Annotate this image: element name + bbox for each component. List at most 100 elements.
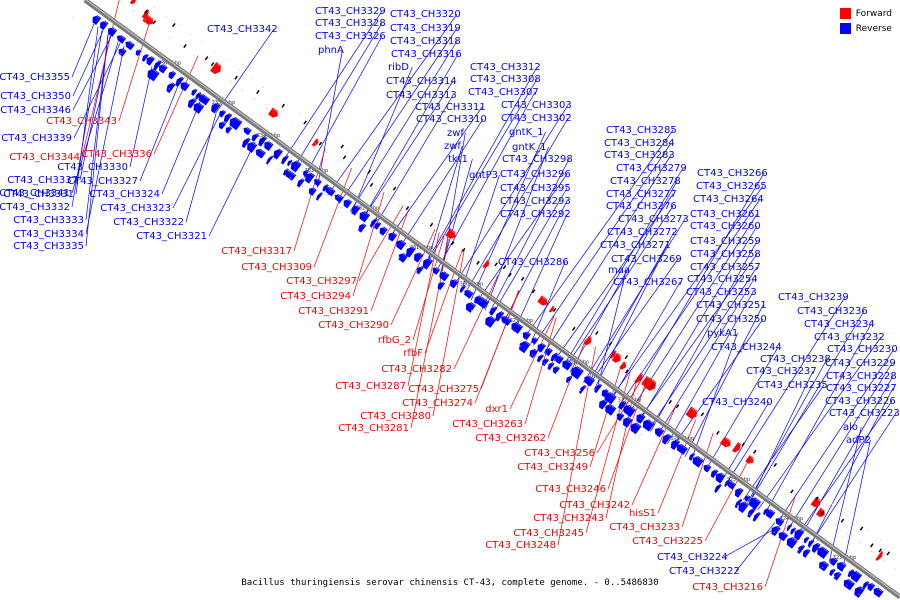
- reverse-gene-label[interactable]: CT43_CH3260: [690, 221, 761, 232]
- reverse-gene-label[interactable]: CT43_CH3350: [0, 91, 71, 102]
- reverse-gene-label[interactable]: CT43_CH3244: [711, 342, 782, 353]
- reverse-gene-label[interactable]: CT43_CH3295: [500, 183, 571, 194]
- reverse-gene-label[interactable]: maa: [608, 265, 630, 276]
- forward-gene-label[interactable]: CT43_CH3245: [513, 528, 584, 539]
- forward-gene-label[interactable]: CT43_CH3336: [81, 149, 152, 160]
- reverse-gene-label[interactable]: alo: [843, 422, 858, 433]
- reverse-gene-label[interactable]: CT43_CH3323: [100, 203, 171, 214]
- reverse-gene-label[interactable]: CT43_CH3276: [606, 201, 677, 212]
- reverse-gene-label[interactable]: CT43_CH3320: [390, 9, 461, 20]
- reverse-gene-label[interactable]: pykA1: [707, 328, 738, 339]
- forward-gene-label[interactable]: CT43_CH3287: [335, 381, 406, 392]
- reverse-gene-label[interactable]: CT43_CH3253: [686, 287, 757, 298]
- reverse-gene-label[interactable]: CT43_CH3286: [498, 257, 569, 268]
- reverse-gene-label[interactable]: CT43_CH3292: [500, 209, 571, 220]
- forward-gene-label[interactable]: CT43_CH3256: [524, 448, 595, 459]
- reverse-gene-label[interactable]: zwf: [447, 128, 464, 139]
- reverse-gene-label[interactable]: CT43_CH3324: [89, 189, 160, 200]
- reverse-gene-label[interactable]: CT43_CH3269: [611, 254, 682, 265]
- reverse-gene-label[interactable]: CT43_CH3346: [0, 105, 71, 116]
- forward-gene-label[interactable]: hisS1: [629, 508, 656, 519]
- reverse-gene-label[interactable]: CT43_CH3302: [501, 113, 572, 124]
- forward-gene-label[interactable]: CT43_CH3280: [360, 411, 431, 422]
- reverse-gene-label[interactable]: CT43_CH3232: [814, 332, 885, 343]
- forward-gene-label[interactable]: CT43_CH3249: [517, 462, 588, 473]
- forward-gene-label[interactable]: rfbF: [403, 348, 423, 359]
- forward-gene-label[interactable]: CT43_CH3274: [402, 398, 473, 409]
- forward-gene-label[interactable]: CT43_CH3343: [46, 116, 117, 127]
- reverse-gene-label[interactable]: CT43_CH3259: [690, 236, 761, 247]
- reverse-gene-label[interactable]: CT43_CH3273: [618, 214, 689, 225]
- reverse-gene-label[interactable]: CT43_CH3228: [826, 371, 897, 382]
- forward-gene-label[interactable]: dxr1: [485, 404, 508, 415]
- reverse-gene-label[interactable]: CT43_CH3334: [13, 229, 84, 240]
- reverse-gene-label[interactable]: CT43_CH3339: [1, 133, 72, 144]
- reverse-gene-label[interactable]: CT43_CH3230: [827, 344, 898, 355]
- forward-gene-label[interactable]: CT43_CH3275: [408, 384, 479, 395]
- reverse-gene-label[interactable]: CT43_CH3266: [697, 168, 768, 179]
- reverse-gene-label[interactable]: CT43_CH3337: [7, 175, 78, 186]
- reverse-gene-label[interactable]: CT43_CH3326: [315, 31, 386, 42]
- reverse-gene-label[interactable]: CT43_CH3296: [500, 169, 571, 180]
- reverse-gene-label[interactable]: CT43_CH3258: [690, 249, 761, 260]
- forward-gene-label[interactable]: rfbG_2: [378, 335, 411, 346]
- reverse-gene-label[interactable]: CT43_CH3330: [57, 162, 128, 173]
- reverse-gene-label[interactable]: CT43_CH3329: [315, 6, 386, 17]
- reverse-gene-label[interactable]: CT43_CH3318: [390, 36, 461, 47]
- reverse-gene-label[interactable]: CT43_CH3331: [3, 189, 74, 200]
- reverse-gene-label[interactable]: CT43_CH3235: [757, 380, 828, 391]
- reverse-gene-label[interactable]: CT43_CH3267: [613, 277, 684, 288]
- reverse-gene-label[interactable]: CT43_CH3264: [693, 194, 764, 205]
- reverse-gene-label[interactable]: CT43_CH3283: [604, 150, 675, 161]
- forward-gene-label[interactable]: CT43_CH3262: [475, 433, 546, 444]
- reverse-gene-label[interactable]: zwf: [444, 141, 461, 152]
- forward-gene-label[interactable]: CT43_CH3290: [318, 320, 389, 331]
- reverse-gene-label[interactable]: CT43_CH3223: [829, 408, 900, 419]
- reverse-gene-label[interactable]: ribD: [388, 62, 409, 73]
- reverse-gene-label[interactable]: CT43_CH3307: [468, 87, 539, 98]
- forward-gene-label[interactable]: CT43_CH3216: [692, 582, 763, 593]
- reverse-gene-label[interactable]: CT43_CH3333: [13, 215, 84, 226]
- reverse-gene-label[interactable]: CT43_CH3226: [825, 396, 896, 407]
- reverse-gene-label[interactable]: CT43_CH3341: [0, 188, 70, 199]
- reverse-gene-label[interactable]: CT43_CH3293: [500, 196, 571, 207]
- reverse-gene-label[interactable]: CT43_CH3237: [746, 366, 817, 377]
- reverse-gene-label[interactable]: CT43_CH3236: [797, 306, 868, 317]
- reverse-gene-label[interactable]: CT43_CH3278: [610, 176, 681, 187]
- reverse-gene-label[interactable]: tkt1: [448, 154, 468, 165]
- reverse-gene-label[interactable]: CT43_CH3272: [607, 227, 678, 238]
- reverse-gene-label[interactable]: CT43_CH3222: [669, 566, 740, 577]
- reverse-gene-label[interactable]: CT43_CH3261: [690, 209, 761, 220]
- reverse-gene-label[interactable]: gntK_1: [512, 142, 547, 153]
- reverse-gene-label[interactable]: CT43_CH3229: [825, 358, 896, 369]
- reverse-gene-label[interactable]: CT43_CH3303: [501, 100, 572, 111]
- reverse-gene-label[interactable]: CT43_CH3313: [386, 90, 457, 101]
- reverse-gene-label[interactable]: CT43_CH3319: [390, 23, 461, 34]
- forward-gene-label[interactable]: CT43_CH3291: [298, 306, 369, 317]
- forward-gene-label[interactable]: CT43_CH3297: [286, 276, 357, 287]
- reverse-gene-label[interactable]: CT43_CH3254: [687, 274, 758, 285]
- reverse-gene-label[interactable]: CT43_CH3239: [778, 292, 849, 303]
- forward-gene-label[interactable]: CT43_CH3317: [221, 246, 292, 257]
- reverse-gene-label[interactable]: CT43_CH3234: [804, 319, 875, 330]
- forward-gene-label[interactable]: CT43_CH3263: [452, 419, 523, 430]
- reverse-gene-label[interactable]: CT43_CH3285: [606, 125, 677, 136]
- reverse-gene-label[interactable]: CT43_CH3335: [13, 241, 84, 252]
- reverse-gene-label[interactable]: CT43_CH3298: [502, 154, 573, 165]
- reverse-gene-label[interactable]: CT43_CH3279: [616, 163, 687, 174]
- reverse-gene-label[interactable]: CT43_CH3250: [696, 314, 767, 325]
- reverse-gene-label[interactable]: CT43_CH3284: [604, 138, 675, 149]
- forward-gene-label[interactable]: CT43_CH3281: [338, 423, 409, 434]
- reverse-gene-label[interactable]: CT43_CH3327: [67, 176, 138, 187]
- forward-gene-label[interactable]: CT43_CH3243: [533, 513, 604, 524]
- reverse-gene-label[interactable]: CT43_CH3322: [113, 217, 184, 228]
- reverse-gene-label[interactable]: CT43_CH3308: [470, 74, 541, 85]
- reverse-gene-label[interactable]: CT43_CH3312: [470, 62, 541, 73]
- reverse-gene-label[interactable]: CT43_CH3328: [315, 18, 386, 29]
- reverse-gene-label[interactable]: CT43_CH3314: [386, 76, 457, 87]
- forward-gene-label[interactable]: CT43_CH3294: [280, 291, 351, 302]
- reverse-gene-label[interactable]: CT43_CH3265: [696, 181, 767, 192]
- forward-gene-label[interactable]: CT43_CH3248: [485, 540, 556, 551]
- reverse-gene-label[interactable]: CT43_CH3332: [0, 202, 70, 213]
- reverse-gene-label[interactable]: CT43_CH3257: [690, 262, 761, 273]
